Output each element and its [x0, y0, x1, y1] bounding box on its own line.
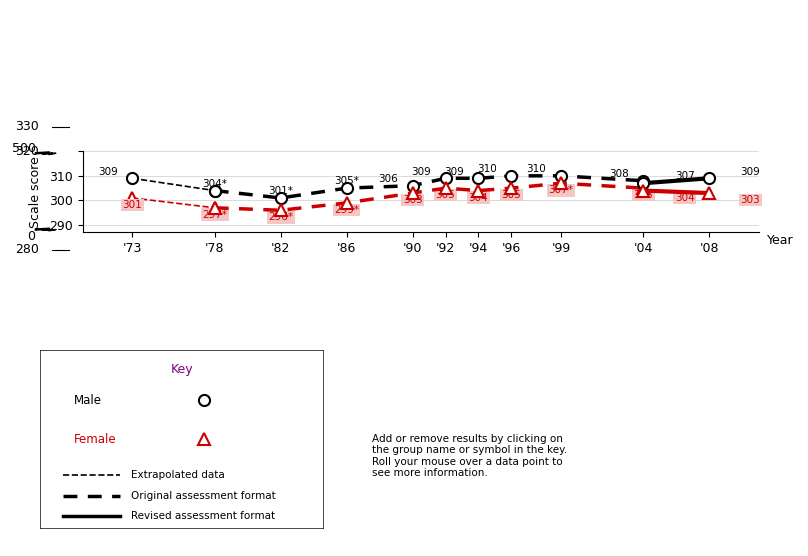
Text: 330: 330: [15, 120, 39, 133]
Text: 309: 309: [411, 167, 431, 177]
Text: 301*: 301*: [268, 186, 293, 196]
Text: 0: 0: [27, 230, 36, 243]
Text: Male: Male: [74, 394, 103, 406]
Text: 304*: 304*: [202, 179, 227, 189]
Text: 296*: 296*: [268, 212, 293, 222]
Text: 307: 307: [675, 171, 694, 181]
Text: 308: 308: [608, 169, 629, 179]
Text: 304: 304: [675, 192, 694, 202]
Text: Revised assessment format: Revised assessment format: [131, 511, 275, 521]
Text: 309: 309: [741, 167, 760, 177]
Text: 309: 309: [98, 167, 117, 177]
Text: Year: Year: [767, 234, 793, 247]
Text: Original assessment format: Original assessment format: [131, 491, 276, 501]
Text: 304: 304: [469, 192, 488, 202]
Text: 309: 309: [444, 167, 464, 177]
Y-axis label: Scale score: Scale score: [29, 156, 42, 228]
Text: 280: 280: [15, 243, 39, 256]
Text: 303: 303: [741, 195, 760, 205]
Text: 320: 320: [15, 145, 39, 158]
Text: 305*: 305*: [335, 176, 359, 186]
Text: Female: Female: [74, 433, 117, 446]
Text: Add or remove results by clicking on
the group name or symbol in the key.
Roll y: Add or remove results by clicking on the…: [372, 434, 566, 479]
Text: 310: 310: [526, 164, 546, 174]
Text: 307*: 307*: [549, 185, 574, 195]
Text: 299*: 299*: [334, 205, 359, 215]
Text: 303: 303: [402, 195, 423, 205]
Text: 500: 500: [11, 142, 36, 155]
Text: 301: 301: [123, 200, 142, 210]
Text: 310: 310: [477, 164, 497, 174]
Text: 305: 305: [633, 190, 653, 200]
Text: 305: 305: [436, 190, 456, 200]
Text: 297*: 297*: [202, 210, 227, 220]
Text: 305: 305: [502, 190, 521, 200]
Text: 306: 306: [378, 174, 398, 184]
Text: Key: Key: [170, 363, 193, 376]
Text: Extrapolated data: Extrapolated data: [131, 470, 225, 480]
